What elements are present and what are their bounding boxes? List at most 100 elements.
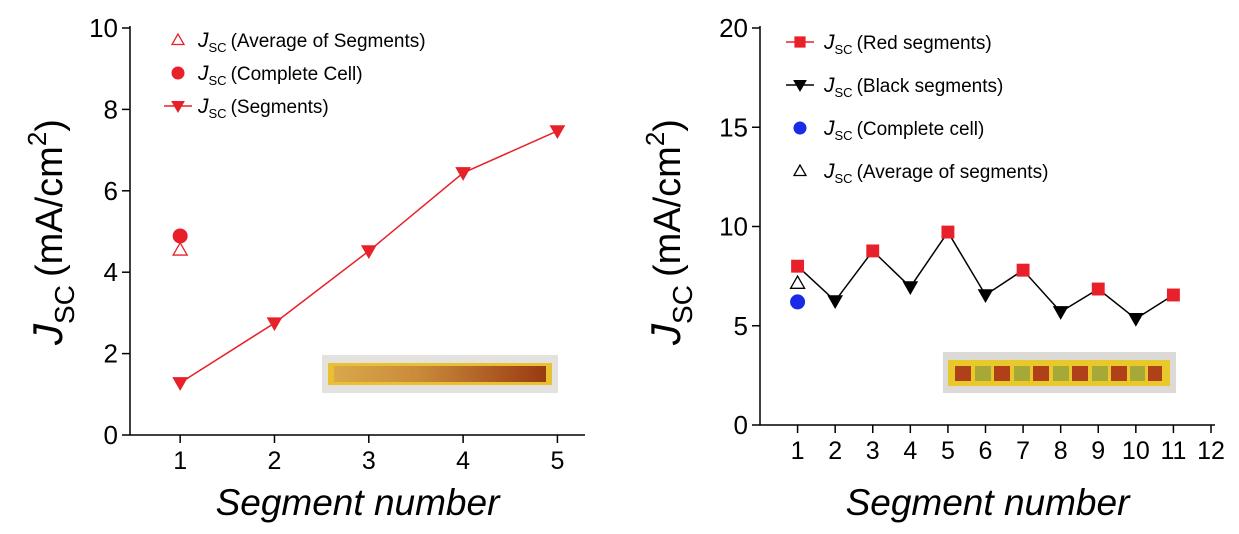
y-tick-label: 15 (719, 112, 748, 142)
legend-name: (Complete Cell) (231, 64, 363, 85)
legend-subscript: SC (209, 40, 227, 55)
x-tick-label: 11 (1160, 437, 1186, 465)
x-tick-label: 1 (791, 437, 805, 465)
x-tick-label: 10 (1122, 437, 1150, 465)
marker (266, 317, 283, 332)
marker (172, 241, 189, 256)
legend-name: (Complete cell) (857, 119, 985, 140)
y-label-exponent: 2 (22, 132, 52, 146)
legend-symbol: J (823, 160, 835, 183)
y-label-unit: (mA/cm (29, 146, 71, 277)
marker (549, 125, 566, 139)
legend-symbol: J (197, 62, 209, 85)
legend-symbol: J (823, 74, 835, 97)
legend-name: (Red segments) (857, 33, 992, 54)
marker (827, 295, 844, 309)
legend-subscript: SC (835, 171, 853, 186)
y-label-subscript: SC (667, 285, 698, 324)
marker (172, 377, 189, 391)
legend-subscript: SC (835, 42, 853, 57)
y-tick-label: 20 (719, 13, 748, 43)
legend-label: JSC (Black segments) (823, 74, 1003, 100)
y-tick-label: 4 (104, 257, 118, 287)
marker (1091, 282, 1105, 296)
legend-symbol: J (823, 117, 835, 140)
x-tick-label: 1 (173, 447, 187, 475)
y-label-symbol: J (24, 323, 71, 346)
legend-subscript: SC (835, 85, 853, 100)
x-tick-label: 5 (550, 447, 564, 475)
x-tick-label: 8 (1054, 437, 1068, 465)
y-label-close: ) (29, 119, 71, 132)
x-axis-label: Segment number (846, 482, 1132, 523)
cell-photo (322, 355, 558, 393)
marker (1016, 263, 1030, 277)
marker (902, 281, 919, 296)
y-tick-label: 5 (734, 311, 748, 341)
y-tick-label: 8 (104, 94, 118, 124)
marker (793, 80, 807, 93)
y-label-close: ) (647, 119, 689, 132)
x-tick-label: 9 (1091, 437, 1105, 465)
legend-name: (Average of Segments) (231, 31, 426, 52)
y-tick-label: 10 (719, 212, 748, 242)
x-tick-label: 6 (979, 437, 993, 465)
x-tick-label: 2 (268, 447, 282, 475)
x-tick-label: 5 (941, 437, 955, 465)
legend-label: JSC (Complete cell) (823, 117, 984, 143)
x-tick-label: 7 (1016, 437, 1030, 465)
legend-label: JSC (Average of Segments) (197, 29, 426, 55)
marker (793, 121, 807, 135)
marker (360, 245, 377, 260)
marker (977, 289, 994, 303)
y-label-exponent: 2 (640, 132, 670, 146)
marker (941, 225, 955, 239)
legend-subscript: SC (209, 73, 227, 88)
marker (1052, 306, 1069, 320)
marker (1166, 288, 1180, 302)
series-line (797, 230, 1174, 320)
marker (792, 163, 808, 177)
marker (866, 244, 880, 258)
marker (1127, 313, 1144, 327)
x-tick-label: 4 (903, 437, 917, 465)
y-label-subscript: SC (49, 285, 80, 324)
legend-symbol: J (197, 29, 209, 52)
x-tick-label: 12 (1197, 437, 1225, 465)
marker (172, 228, 188, 244)
legend-name: (Black segments) (857, 76, 1004, 97)
marker (790, 294, 806, 310)
legend-label: JSC (Complete Cell) (197, 62, 363, 88)
legend-label: JSC (Red segments) (823, 31, 992, 57)
x-tick-label: 2 (828, 437, 842, 465)
y-label-unit: (mA/cm (647, 146, 689, 277)
legend-subscript: SC (835, 128, 853, 143)
x-tick-label: 4 (456, 447, 470, 475)
legend-symbol: J (823, 31, 835, 54)
legend-name: (Segments) (231, 97, 329, 118)
y-tick-label: 6 (104, 176, 118, 206)
legend-label: JSC (Average of segments) (823, 160, 1048, 186)
marker (171, 101, 185, 114)
y-label-symbol: J (642, 323, 689, 346)
marker (170, 32, 186, 46)
marker (455, 167, 471, 181)
cell-photo (943, 352, 1176, 393)
legend-subscript: SC (209, 106, 227, 121)
y-axis-label: JSC (mA/cm2) (22, 119, 80, 346)
x-axis-label: Segment number (216, 482, 502, 523)
y-axis-label: JSC (mA/cm2) (640, 119, 698, 346)
legend-symbol: J (197, 95, 209, 118)
marker (789, 274, 806, 289)
x-tick-label: 3 (866, 437, 880, 465)
marker (171, 66, 185, 80)
marker (794, 36, 806, 48)
marker (791, 259, 805, 273)
legend-label: JSC (Segments) (197, 95, 329, 121)
x-tick-label: 3 (362, 447, 376, 475)
legend-name: (Average of segments) (857, 162, 1049, 183)
y-tick-label: 0 (104, 420, 118, 450)
y-tick-label: 0 (734, 410, 748, 440)
